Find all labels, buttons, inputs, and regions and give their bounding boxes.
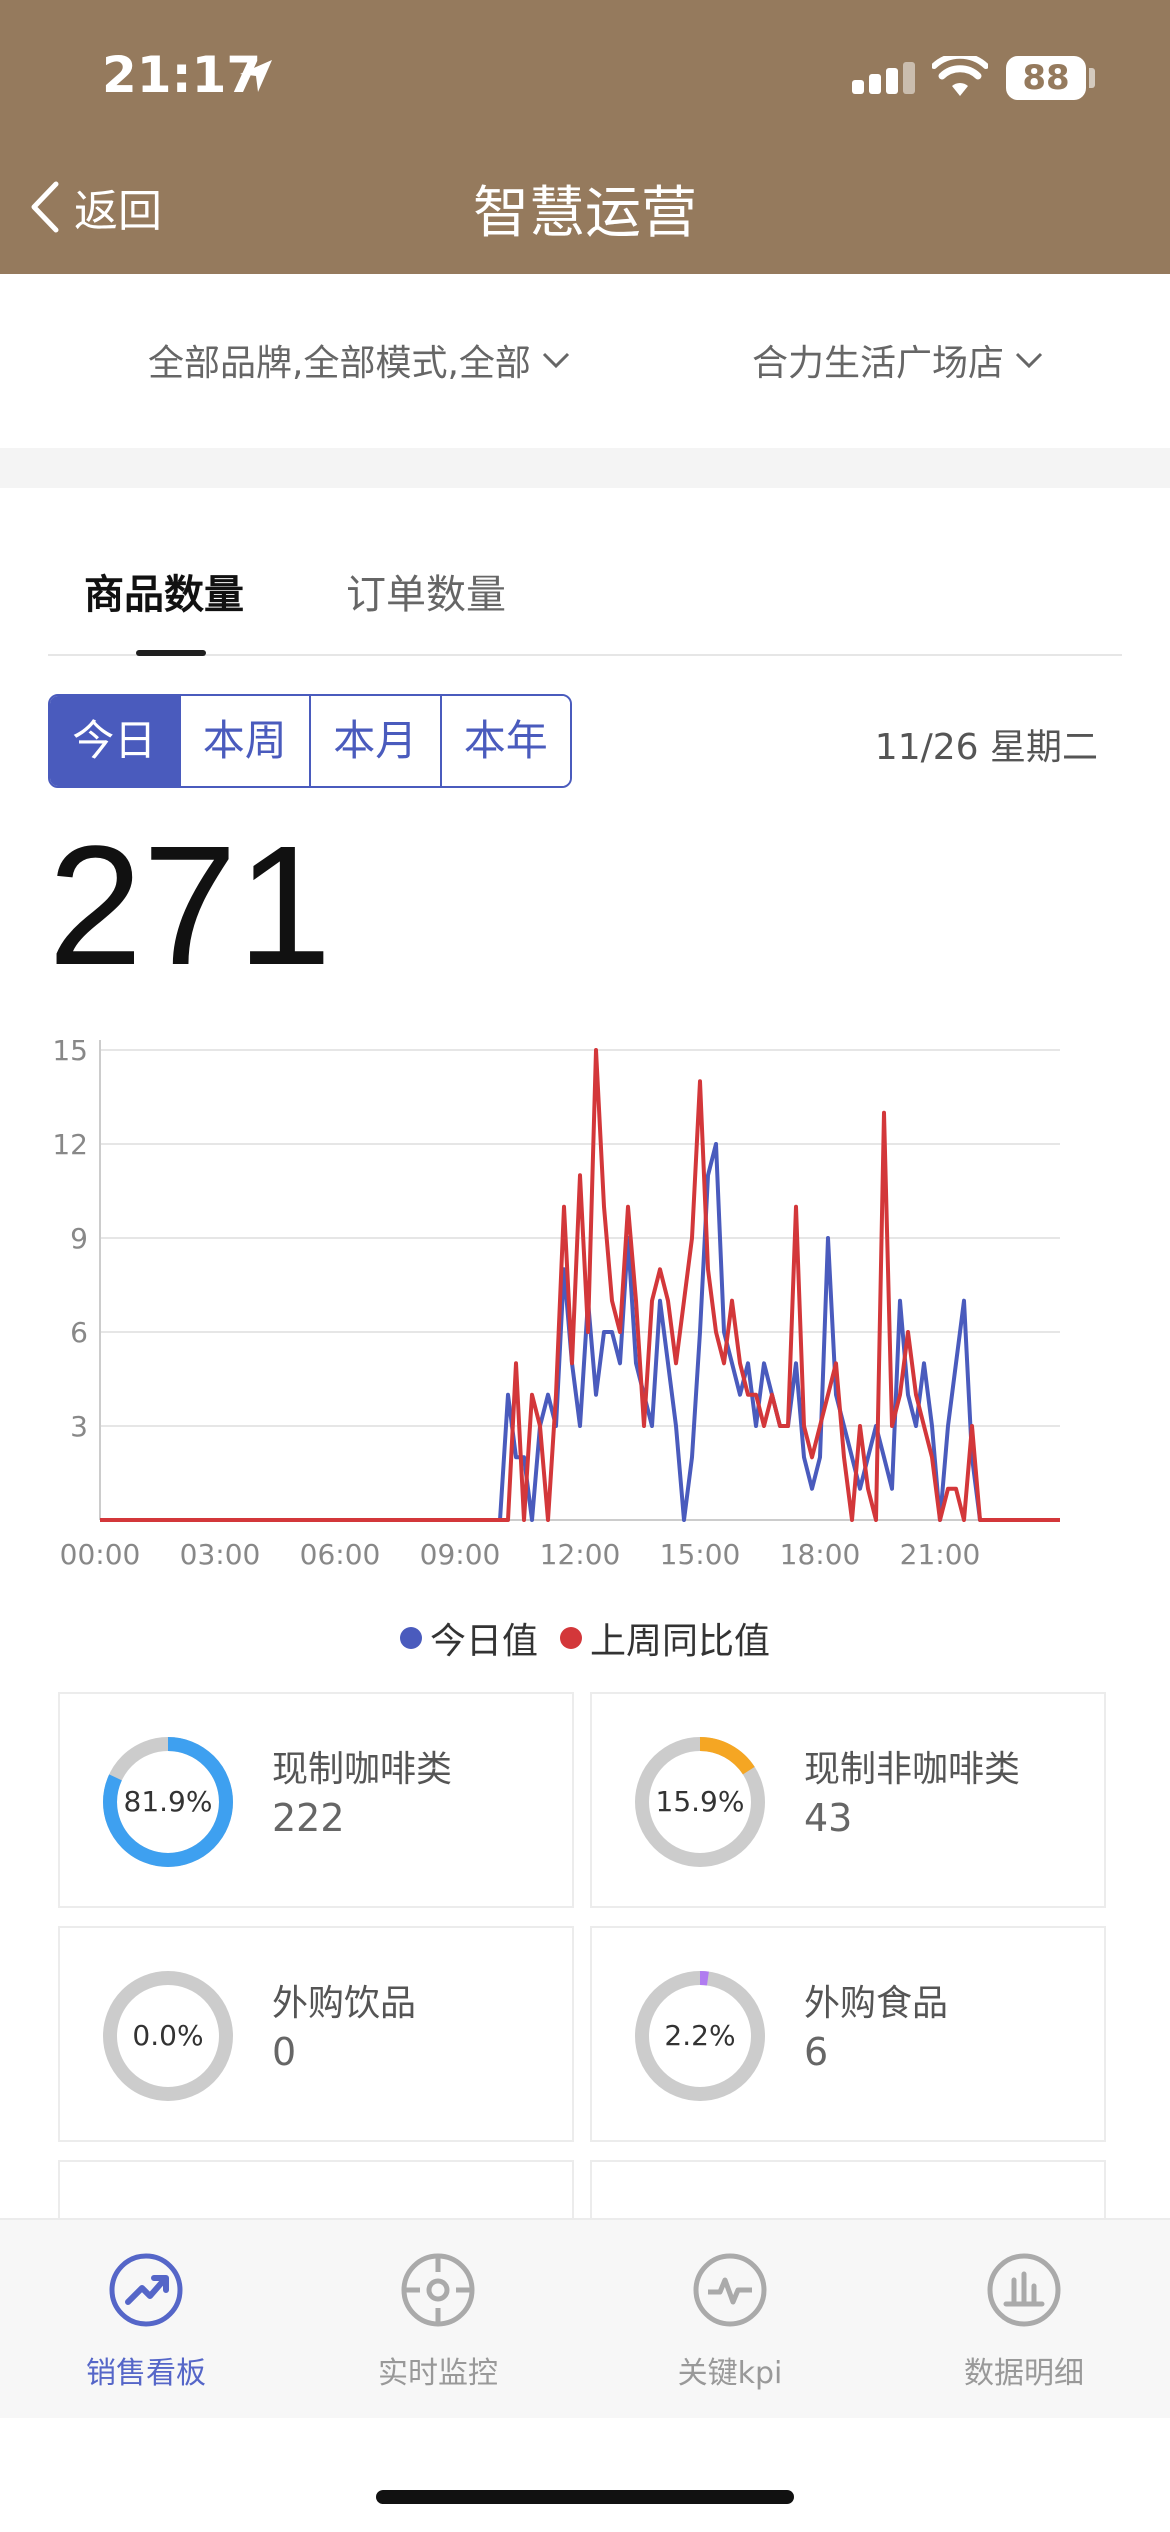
filter-bar: 全部品牌,全部模式,全部 合力生活广场店 [0, 274, 1170, 448]
x-tick-label: 06:00 [300, 1538, 381, 1571]
category-card[interactable]: 81.9% 现制咖啡类 222 [58, 1692, 574, 1908]
wifi-icon [932, 56, 988, 96]
tab-key-kpi[interactable]: 关键kpi [620, 2250, 840, 2392]
x-tick-label: 09:00 [420, 1538, 501, 1571]
hourly-line-chart: 15 12 9 6 3 00:00 03:00 06:00 09:00 12:00 15:00 18:… [52, 1034, 1060, 1571]
location-arrow-icon [240, 60, 272, 92]
category-name: 外购食品 [804, 1983, 949, 2024]
x-tick-label: 03:00 [180, 1538, 261, 1571]
period-week[interactable]: 本周 [178, 696, 309, 786]
category-card[interactable]: 15.9% 现制非咖啡类 43 [590, 1692, 1106, 1908]
donut-arc [635, 1971, 765, 2101]
battery-indicator: 88 [1006, 56, 1086, 100]
category-value: 43 [804, 1796, 853, 1840]
donut-percent: 0.0% [132, 2019, 204, 2052]
legend-label-last-week: 上周同比值 [590, 1621, 771, 1662]
x-tick-label: 21:00 [900, 1538, 981, 1571]
y-tick-label: 3 [70, 1410, 88, 1443]
brand-mode-filter[interactable]: 全部品牌,全部模式,全部 [148, 334, 571, 386]
series-line-last-week [100, 1048, 1060, 1522]
tab-order-count[interactable]: 订单数量 [346, 572, 506, 618]
total-count: 271 [48, 811, 332, 1001]
tab-data-detail-label: 数据明细 [964, 2356, 1084, 2391]
legend-dot-today [399, 1627, 422, 1649]
category-name: 外购饮品 [272, 1983, 417, 2024]
donut-percent: 81.9% [123, 1785, 213, 1818]
donut-progress [103, 1737, 233, 1867]
tab-realtime-monitor-label: 实时监控 [378, 2356, 498, 2391]
x-tick-label: 00:00 [60, 1538, 141, 1571]
trend-up-icon [109, 2253, 183, 2327]
date-label: 11/26 星期二 [874, 727, 1098, 768]
chart-legend: 今日值 上周同比值 [0, 1612, 1170, 1664]
y-tick-label: 9 [70, 1222, 88, 1255]
home-indicator [376, 2490, 794, 2504]
category-card[interactable]: 2.2% 外购食品 6 [590, 1926, 1106, 2142]
tab-sales-board-label: 销售看板 [86, 2356, 206, 2391]
period-month[interactable]: 本月 [309, 696, 440, 786]
tab-product-count[interactable]: 商品数量 [84, 572, 244, 618]
section-divider [0, 448, 1170, 488]
y-tick-label: 15 [52, 1034, 88, 1067]
back-button[interactable]: 返回 [28, 175, 162, 239]
tab-sales-board[interactable]: 销售看板 [36, 2250, 256, 2392]
battery-tip [1089, 68, 1095, 88]
donut-percent: 15.9% [655, 1785, 745, 1818]
category-name: 现制非咖啡类 [804, 1749, 1021, 1790]
pulse-icon [693, 2253, 767, 2327]
donut-progress [103, 1971, 233, 2101]
donut-arc [635, 1737, 765, 1867]
category-value: 222 [272, 1796, 345, 1840]
category-name: 现制咖啡类 [272, 1749, 453, 1790]
donut-progress [635, 1971, 765, 2101]
category-value: 0 [272, 2030, 297, 2074]
legend-item-today[interactable]: 今日值 [399, 1612, 538, 1664]
status-bar: 21:17 88 [0, 0, 1170, 150]
period-today[interactable]: 今日 [50, 696, 179, 786]
active-tab-indicator [136, 650, 206, 656]
category-value: 6 [804, 2030, 829, 2074]
x-tick-label: 18:00 [780, 1538, 861, 1571]
store-filter-label: 合力生活广场店 [752, 343, 1005, 384]
tab-realtime-monitor[interactable]: 实时监控 [328, 2250, 548, 2392]
donut-track [103, 1971, 233, 2101]
crosshair-icon [401, 2253, 475, 2327]
navigation-bar [0, 150, 1170, 274]
bottom-tab-bar: 销售看板 实时监控 关键kpi 数据明细 [0, 2218, 1170, 2418]
legend-label-today: 今日值 [429, 1621, 538, 1662]
y-tick-label: 6 [70, 1316, 88, 1349]
x-tick-label: 15:00 [660, 1538, 741, 1571]
donut-percent: 2.2% [664, 2019, 736, 2052]
chevron-left-icon [31, 181, 59, 233]
period-year[interactable]: 本年 [439, 696, 570, 786]
status-time: 21:17 [102, 46, 262, 104]
bar-chart-icon [987, 2253, 1061, 2327]
cellular-signal-icon [852, 62, 915, 94]
legend-dot-last-week [560, 1627, 582, 1649]
legend-item-last-week[interactable]: 上周同比值 [560, 1612, 770, 1664]
x-tick-label: 12:00 [540, 1538, 621, 1571]
chevron-down-icon [542, 352, 569, 369]
donut-arc [103, 1737, 233, 1867]
category-card[interactable]: 0.0% 外购饮品 0 [58, 1926, 574, 2142]
y-tick-label: 12 [52, 1128, 88, 1161]
tab-data-detail[interactable]: 数据明细 [914, 2250, 1134, 2392]
period-selector: 今日 本周 本月 本年 [48, 694, 572, 788]
store-filter[interactable]: 合力生活广场店 [752, 334, 1044, 386]
donut-progress [635, 1737, 765, 1867]
brand-mode-filter-label: 全部品牌,全部模式,全部 [148, 343, 531, 384]
metric-tabs: 商品数量 订单数量 [48, 540, 1122, 656]
chevron-down-icon [1015, 352, 1043, 369]
back-label: 返回 [74, 186, 162, 237]
tab-key-kpi-label: 关键kpi [677, 2356, 783, 2391]
page-title: 智慧运营 [473, 181, 697, 246]
